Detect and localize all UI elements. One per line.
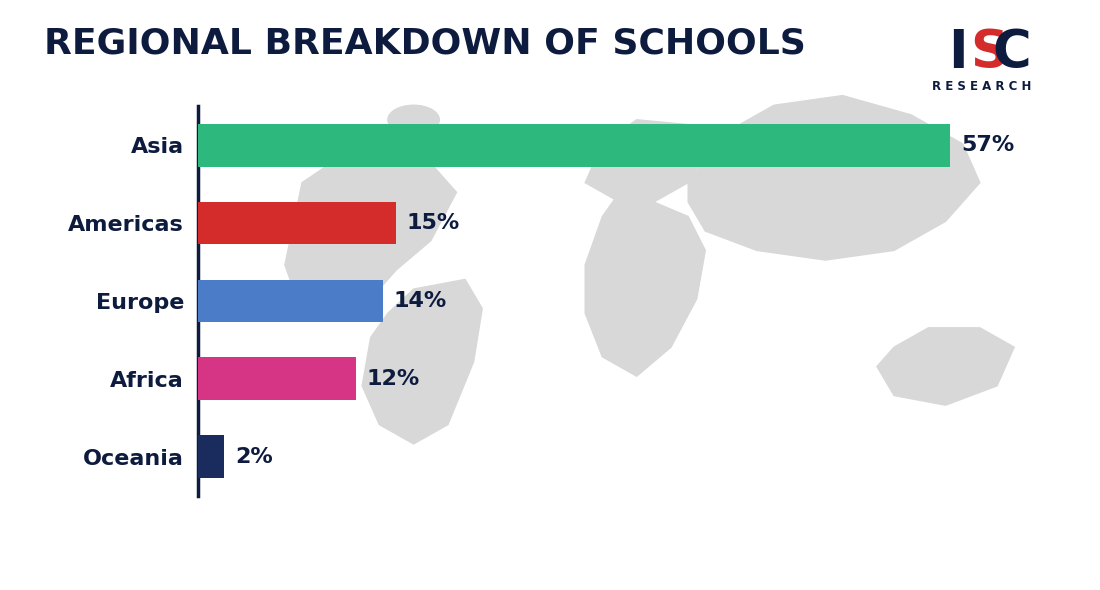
Text: C: C	[992, 27, 1031, 78]
Polygon shape	[877, 328, 1014, 405]
Bar	[198, 124, 950, 167]
Text: © ISC Research 2024: © ISC Research 2024	[894, 549, 1072, 566]
Polygon shape	[285, 144, 456, 309]
Text: 14%: 14%	[394, 291, 447, 311]
Polygon shape	[362, 280, 482, 444]
Polygon shape	[689, 96, 980, 260]
Text: REGIONAL BREAKDOWN OF SCHOOLS: REGIONAL BREAKDOWN OF SCHOOLS	[44, 27, 806, 61]
Text: 2%: 2%	[235, 447, 273, 467]
Bar	[198, 280, 383, 322]
Bar	[198, 435, 224, 478]
Text: 15%: 15%	[407, 213, 460, 233]
Text: I: I	[948, 27, 968, 78]
Text: R E S E A R C H: R E S E A R C H	[932, 80, 1031, 93]
Ellipse shape	[388, 105, 439, 135]
Text: 12%: 12%	[367, 369, 420, 389]
Text: 57%: 57%	[961, 135, 1014, 155]
Bar	[198, 202, 396, 244]
Polygon shape	[585, 120, 705, 202]
Text: Data source: ISC Research July 2024: Data source: ISC Research July 2024	[28, 549, 330, 566]
Polygon shape	[585, 192, 705, 376]
Text: S: S	[970, 27, 1009, 78]
Bar	[198, 358, 356, 400]
